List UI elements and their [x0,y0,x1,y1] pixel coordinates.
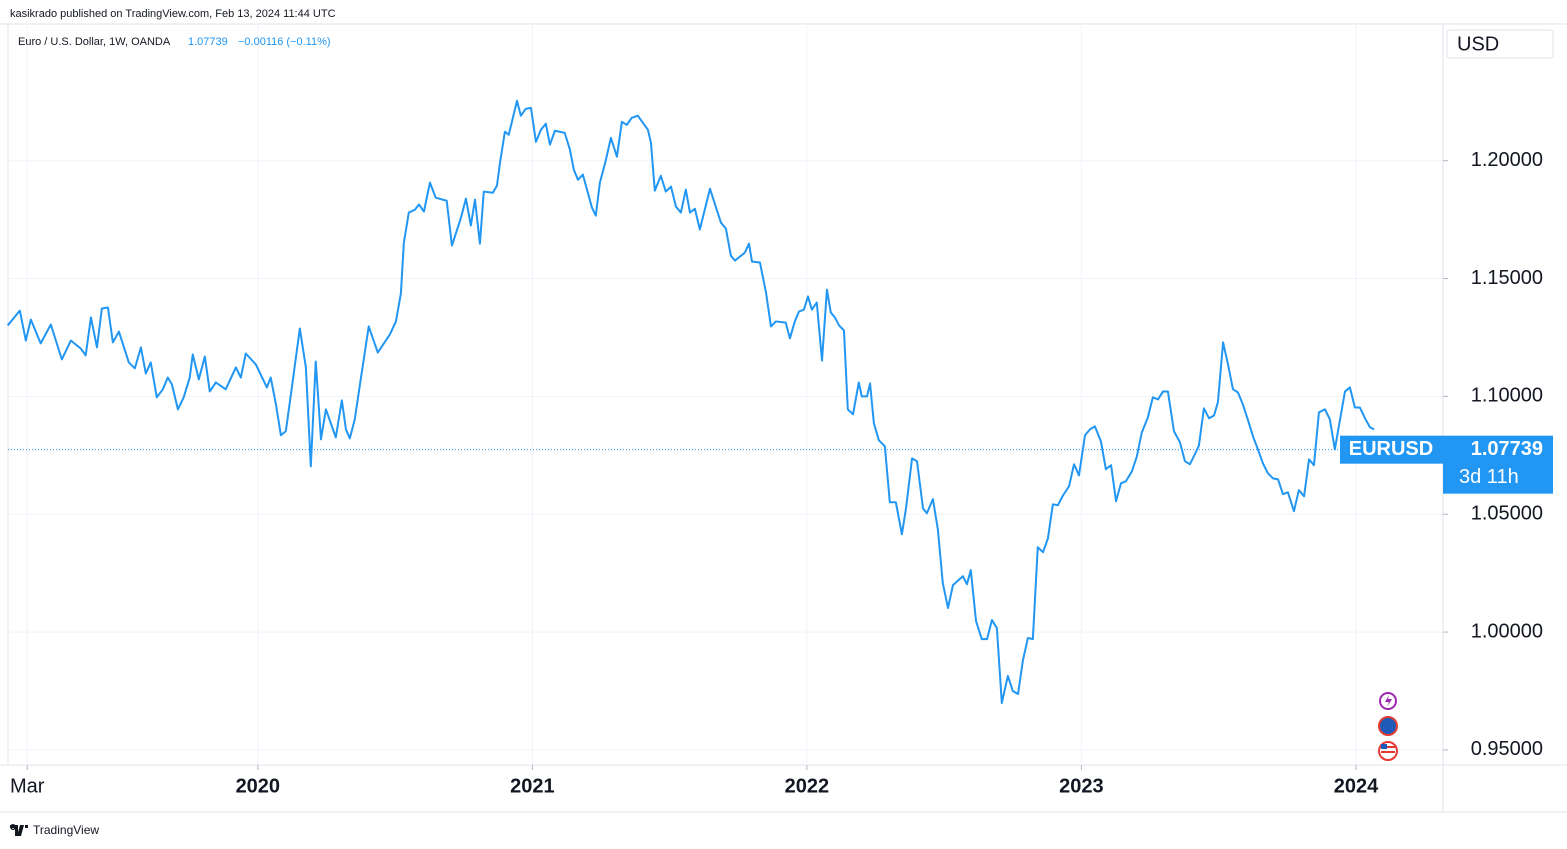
header-change: −0.00116 (−0.11%) [238,36,331,48]
brand: TradingView [33,823,99,837]
symbol-info: Euro / U.S. Dollar, 1W, OANDA [18,36,171,48]
x-tick-label: Mar [10,775,45,797]
publisher: kasikrado published on TradingView.com, … [10,8,336,20]
event-icon-glyph [1385,695,1392,707]
x-tick-label: 2020 [236,775,281,797]
symbol-label-box [1340,435,1443,464]
y-tick-label: 1.10000 [1471,385,1543,407]
logo-mark [10,825,28,836]
y-tick-label: 1.20000 [1471,149,1543,171]
y-tick-label: 1.05000 [1471,503,1543,525]
x-tick-label: 2021 [510,775,555,797]
symbol-label: EURUSD [1349,438,1433,460]
x-tick-label: 2023 [1059,775,1104,797]
currency: USD [1457,33,1499,55]
price-label-box [1443,435,1553,494]
event-icon-glyph [1381,751,1395,753]
y-tick-label: 0.95000 [1471,738,1543,760]
logo-mark: ⁰ [10,822,16,838]
y-tick-label: 1.15000 [1471,267,1543,289]
grid [8,24,1443,765]
price-label: 1.07739 [1471,438,1543,460]
header-price: 1.07739 [188,36,228,48]
plot [6,99,1443,705]
event-icon-glyph [1381,744,1387,749]
event-icons [1378,692,1398,761]
event-icon-glyph [1381,746,1395,748]
countdown-label: 3d 11h [1459,466,1519,488]
x-tick-label: 2022 [785,775,830,797]
currency-box[interactable] [1446,29,1554,59]
y-tick-label: 1.00000 [1471,620,1543,642]
x-tick-label: 2024 [1334,775,1379,797]
price-line [6,99,1375,705]
event-icon[interactable] [1378,716,1398,736]
